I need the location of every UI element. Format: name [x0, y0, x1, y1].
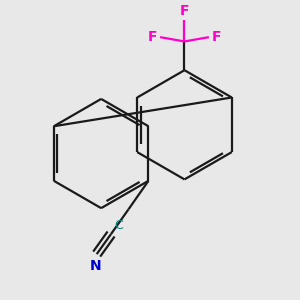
Text: C: C: [114, 219, 123, 232]
Text: N: N: [89, 259, 101, 273]
Text: F: F: [148, 30, 157, 44]
Text: F: F: [212, 30, 221, 44]
Text: F: F: [180, 4, 189, 19]
